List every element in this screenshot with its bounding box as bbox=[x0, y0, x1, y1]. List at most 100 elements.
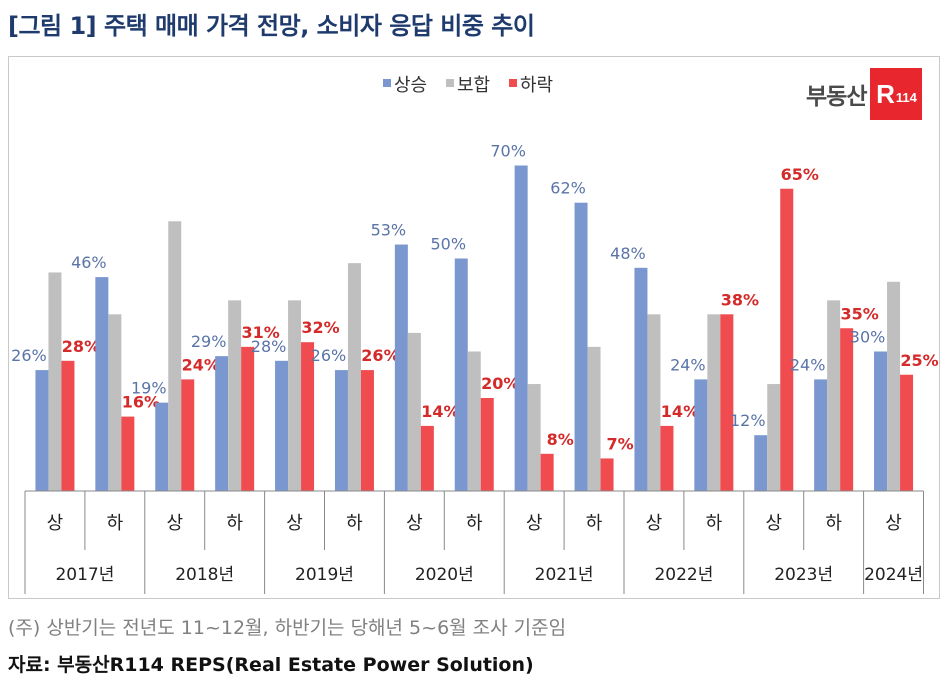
data-label-하락-14: 35% bbox=[841, 304, 879, 323]
bar-보합-3 bbox=[168, 221, 182, 492]
data-label-하락-4: 31% bbox=[242, 323, 280, 342]
bar-하락-3 bbox=[181, 379, 195, 491]
data-label-상승-14: 24% bbox=[790, 355, 826, 374]
data-label-상승-13: 12% bbox=[730, 411, 766, 430]
data-label-상승-9: 70% bbox=[490, 142, 526, 161]
data-label-상승-3: 19% bbox=[131, 379, 167, 398]
bar-하락-1 bbox=[61, 360, 75, 491]
data-label-상승-6: 26% bbox=[311, 346, 347, 365]
bar-상승-12 bbox=[694, 379, 708, 491]
bar-보합-1 bbox=[48, 272, 62, 491]
bar-상승-6 bbox=[334, 370, 348, 491]
legend-label-1: 상승 bbox=[394, 75, 427, 96]
bar-보합-8 bbox=[467, 351, 481, 491]
group-label-8: 2024년 bbox=[864, 565, 923, 585]
logo-letter: R bbox=[876, 78, 895, 109]
bar-하락-6 bbox=[360, 370, 374, 491]
data-label-하락-13: 65% bbox=[781, 165, 819, 184]
logo-text: 부동산 bbox=[806, 84, 867, 110]
bar-보합-14 bbox=[827, 300, 841, 491]
category-label-6: 하 bbox=[346, 513, 363, 534]
bar-상승-1 bbox=[35, 370, 49, 491]
category-label-15: 상 bbox=[885, 513, 902, 534]
data-label-하락-15: 25% bbox=[900, 351, 938, 370]
bar-하락-4 bbox=[241, 346, 255, 491]
group-label-5: 2021년 bbox=[535, 565, 594, 585]
data-label-하락-3: 24% bbox=[182, 355, 220, 374]
category-label-13: 상 bbox=[765, 513, 782, 534]
bar-상승-11 bbox=[634, 267, 648, 491]
logo-box: R 114 bbox=[870, 68, 923, 120]
category-label-14: 하 bbox=[825, 513, 842, 534]
data-label-상승-1: 26% bbox=[11, 346, 47, 365]
data-label-상승-11: 48% bbox=[610, 244, 646, 263]
bar-하락-11 bbox=[660, 425, 674, 491]
category-label-5: 상 bbox=[286, 513, 303, 534]
bar-보합-5 bbox=[288, 300, 302, 491]
r114-logo: 부동산 R 114 bbox=[806, 68, 923, 120]
data-label-하락-12: 38% bbox=[721, 290, 759, 309]
data-label-하락-7: 14% bbox=[421, 402, 459, 421]
bar-보합-6 bbox=[347, 263, 361, 491]
bar-하락-10 bbox=[600, 458, 614, 491]
data-label-상승-15: 30% bbox=[850, 328, 886, 347]
bar-하락-14 bbox=[840, 328, 854, 491]
data-label-상승-7: 53% bbox=[371, 221, 407, 240]
bar-상승-4 bbox=[215, 356, 229, 491]
category-label-12: 하 bbox=[706, 513, 723, 534]
data-label-하락-6: 26% bbox=[361, 346, 399, 365]
bar-보합-11 bbox=[647, 314, 661, 491]
bar-상승-13 bbox=[754, 435, 768, 491]
bar-상승-7 bbox=[394, 244, 408, 491]
logo-number: 114 bbox=[895, 89, 917, 105]
data-label-상승-4: 29% bbox=[191, 332, 227, 351]
data-label-상승-10: 62% bbox=[550, 179, 586, 198]
data-label-하락-1: 28% bbox=[62, 337, 100, 356]
bar-하락-9 bbox=[540, 453, 554, 491]
category-label-11: 상 bbox=[646, 513, 663, 534]
bar-보합-13 bbox=[767, 384, 781, 491]
group-label-4: 2020년 bbox=[415, 565, 474, 585]
bar-상승-5 bbox=[275, 360, 289, 491]
bar-상승-2 bbox=[95, 277, 109, 491]
bar-하락-5 bbox=[301, 342, 315, 491]
bar-상승-9 bbox=[514, 165, 528, 491]
data-label-상승-12: 24% bbox=[670, 355, 706, 374]
category-label-9: 상 bbox=[526, 513, 543, 534]
category-label-4: 하 bbox=[226, 513, 243, 534]
legend-label-3: 하락 bbox=[520, 75, 553, 96]
group-label-1: 2017년 bbox=[55, 565, 114, 585]
legend-swatch-3 bbox=[509, 79, 517, 87]
bar-상승-10 bbox=[574, 202, 588, 491]
data-label-하락-11: 14% bbox=[661, 402, 699, 421]
category-label-8: 하 bbox=[466, 513, 483, 534]
bar-보합-15 bbox=[887, 281, 901, 491]
footnote: (주) 상반기는 전년도 11~12월, 하반기는 당해년 5~6월 조사 기준… bbox=[8, 617, 567, 639]
data-label-하락-8: 20% bbox=[481, 374, 519, 393]
bar-보합-7 bbox=[407, 332, 421, 491]
group-label-7: 2023년 bbox=[774, 565, 833, 585]
data-label-하락-2: 16% bbox=[122, 393, 160, 412]
group-label-2: 2018년 bbox=[175, 565, 234, 585]
chart-frame bbox=[8, 56, 940, 599]
legend-swatch-1 bbox=[383, 79, 391, 87]
bar-보합-12 bbox=[707, 314, 721, 491]
bar-상승-15 bbox=[874, 351, 888, 491]
bar-보합-9 bbox=[527, 384, 541, 491]
category-label-3: 상 bbox=[166, 513, 183, 534]
category-label-7: 상 bbox=[406, 513, 423, 534]
bar-보합-2 bbox=[108, 314, 122, 491]
bar-보합-4 bbox=[228, 300, 242, 491]
group-label-6: 2022년 bbox=[654, 565, 713, 585]
bar-상승-14 bbox=[814, 379, 828, 491]
bar-상승-3 bbox=[155, 402, 169, 491]
data-label-하락-10: 7% bbox=[606, 434, 633, 453]
category-label-10: 하 bbox=[586, 513, 603, 534]
legend-swatch-2 bbox=[446, 79, 454, 87]
source-line: 자료: 부동산R114 REPS(Real Estate Power Solut… bbox=[8, 654, 534, 676]
data-label-상승-8: 50% bbox=[430, 235, 466, 254]
bar-하락-13 bbox=[780, 188, 794, 491]
category-label-2: 하 bbox=[107, 513, 124, 534]
group-label-3: 2019년 bbox=[295, 565, 354, 585]
